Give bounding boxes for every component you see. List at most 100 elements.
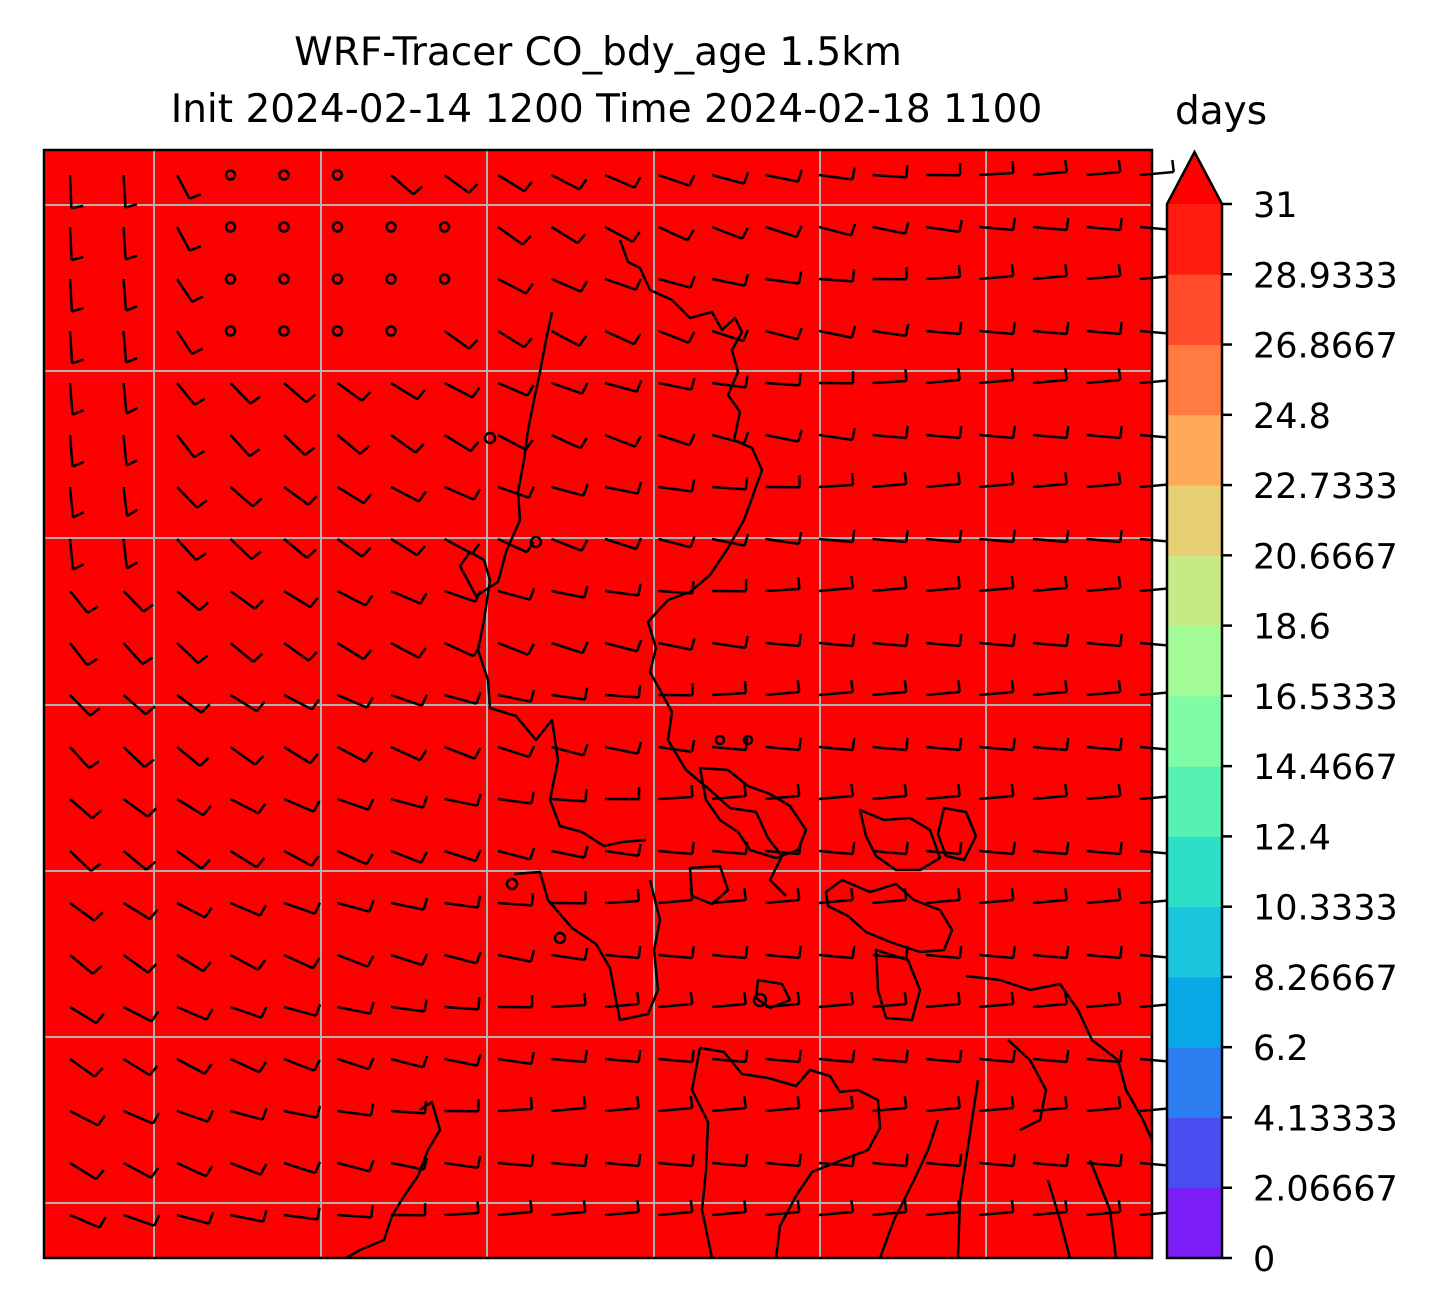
wind-calm-marker [438,273,451,285]
wind-barb [872,1199,908,1217]
wind-barb [1032,783,1068,801]
wind-barb [604,741,643,755]
wind-barb [551,1095,587,1113]
wind-barb [818,325,857,339]
coastline [878,1119,940,1259]
wind-barb [1032,887,1068,905]
wind-barb [604,639,643,653]
wind-barb [711,635,749,650]
wind-barb [122,850,157,871]
wind-barb [68,330,84,365]
wind-barb [176,382,206,406]
colorbar-tick-label: 6.2 [1253,1029,1309,1069]
wind-barb [765,945,802,960]
wind-barb [68,226,84,262]
wind-barb [604,537,643,551]
wind-barb [1086,737,1123,752]
wind-barb [925,575,961,593]
wind-barb [604,1153,642,1168]
wind-barb [551,585,589,599]
wind-barb [604,991,640,1009]
wind-barb [658,479,696,493]
wind-barb [765,737,802,752]
wind-barb [497,995,534,1009]
wind-barb [444,745,482,760]
colorbar-segment [1167,1117,1222,1189]
wind-calm-marker [385,273,397,285]
wind-barb [390,485,427,503]
wind-barb [497,893,535,907]
lake-outline [553,931,567,945]
wind-barb [283,382,317,404]
wind-barb [497,641,535,656]
wind-barb [1032,1199,1068,1217]
wind-barb [551,277,589,293]
wind-barb [1032,217,1070,232]
wind-barb [283,485,318,506]
wind-barb [337,1205,374,1219]
wind-barb [497,433,534,451]
wind-barb [711,783,747,801]
coastline [874,948,922,1022]
wind-barb [765,475,801,489]
wind-barb [497,485,536,499]
wind-barb [925,219,963,234]
wind-barb [925,1153,963,1168]
wind-barb [979,991,1015,1009]
wind-barb [604,1199,640,1217]
wind-barb [872,221,910,235]
wind-barb [229,642,264,663]
wind-barb [1086,159,1122,177]
wind-barb [818,371,855,385]
wind-barb [122,1161,160,1179]
wind-barb [390,381,426,401]
wind-barb [1032,425,1070,440]
wind-barb [818,887,854,905]
wind-barb [979,841,1016,856]
wind-barb [818,1153,856,1168]
wind-barb [1086,841,1123,856]
wind-barb [1086,945,1123,960]
wind-barb [1032,159,1068,177]
wind-barb [872,945,909,960]
wind-barb [711,1095,747,1113]
wind-barb [765,633,802,648]
wind-barb [979,217,1016,232]
wind-barb [979,367,1015,385]
wind-barb [658,433,696,447]
wind-barb [176,849,211,870]
wind-barb [765,225,803,239]
wind-barb [336,537,372,558]
wind-barb [69,901,104,922]
wind-barb [336,589,374,607]
wind-barb [390,1055,429,1069]
wind-barb [283,745,319,765]
wind-barb [979,575,1015,593]
wind-barb [1086,887,1122,905]
colorbar-segment [1167,906,1222,978]
wind-barb [1032,1153,1070,1168]
wind-barb [872,529,909,544]
wind-barb [872,425,909,440]
wind-barb [176,953,212,973]
wind-barb [818,1095,854,1113]
wind-barb [1086,367,1122,385]
wind-barb [1086,471,1122,489]
wind-calm-marker [331,325,344,337]
wind-barb [765,1153,802,1168]
wind-barb [872,575,908,593]
chart-title-line-1: WRF-Tracer CO_bdy_age 1.5km [294,30,902,75]
wind-barb [872,165,909,179]
wind-calm-marker [331,273,344,285]
wind-barb [551,687,589,701]
colorbar: 0 2.06667 4.13333 6.2 8.26667 10.3333 12.4 14.4… [1165,149,1398,1280]
wind-barb [711,171,750,185]
wind-barb [390,589,428,605]
wind-calm-marker [438,221,451,233]
wind-barb [711,329,750,343]
colorbar-segment [1167,414,1222,486]
wind-barb [229,589,265,610]
colorbar-tick-label: 10.3333 [1253,889,1398,929]
wind-barb [979,160,1015,177]
